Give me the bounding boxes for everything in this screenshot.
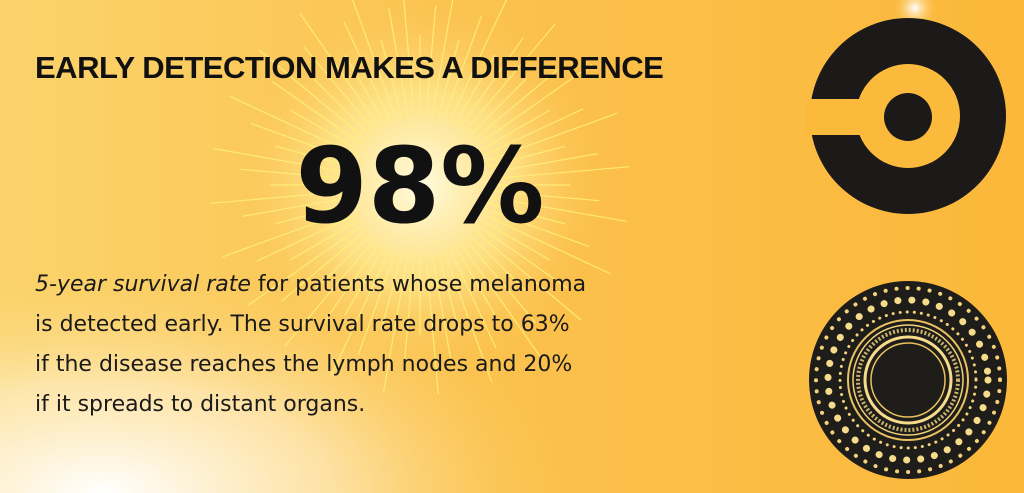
ray	[485, 208, 590, 248]
ray	[425, 5, 437, 116]
ray	[443, 250, 493, 383]
ray	[469, 78, 527, 136]
ray	[272, 81, 364, 146]
ray	[437, 39, 460, 118]
ray	[313, 234, 371, 292]
ray	[473, 229, 582, 321]
sunburst-rays	[210, 0, 630, 395]
ray	[330, 248, 391, 376]
ray	[403, 0, 415, 116]
ray	[229, 95, 357, 156]
ray	[487, 145, 566, 168]
ray	[382, 253, 409, 392]
body-line: if it spreads to distant organs.	[35, 392, 365, 417]
ray	[483, 108, 584, 156]
ray	[284, 238, 376, 347]
logo-icon	[806, 18, 1006, 214]
ray	[488, 196, 627, 223]
ray	[480, 109, 551, 151]
ray	[256, 214, 357, 262]
title: EARLY DETECTION MAKES A DIFFERENCE	[35, 50, 663, 85]
ray	[473, 68, 559, 141]
ray	[242, 196, 352, 217]
ray	[489, 190, 600, 202]
ray	[388, 7, 409, 117]
body-line: is detected early. The survival rate dro…	[35, 312, 570, 337]
ray	[443, 15, 483, 120]
sunburst-glow	[230, 0, 610, 375]
ray	[489, 166, 630, 180]
ray	[289, 219, 360, 261]
ray	[380, 252, 403, 331]
ray	[476, 64, 593, 146]
ray	[274, 145, 353, 168]
body-line: if the disease reaches the lymph nodes a…	[35, 352, 572, 377]
ray	[483, 214, 611, 275]
ray	[449, 0, 507, 122]
ray	[247, 224, 364, 306]
ray	[437, 252, 460, 331]
big-stat: 98%	[296, 125, 545, 247]
ray	[459, 241, 541, 358]
ray	[343, 21, 391, 122]
ray	[454, 54, 496, 125]
ray	[313, 78, 371, 136]
ray	[222, 208, 355, 258]
ray	[344, 54, 386, 125]
ray	[352, 0, 397, 120]
ray	[274, 202, 353, 225]
ray	[476, 224, 568, 289]
ray	[344, 245, 386, 316]
ray	[464, 23, 556, 132]
body-text: for patients whose melanoma	[258, 272, 586, 297]
ray	[213, 147, 352, 174]
ray	[258, 49, 367, 141]
ray	[316, 241, 381, 333]
ray	[454, 245, 496, 316]
ray	[210, 190, 351, 204]
ray	[488, 153, 598, 174]
ray	[464, 238, 537, 324]
ray	[459, 37, 524, 129]
ray	[449, 248, 497, 349]
ray	[357, 250, 397, 355]
ray	[299, 12, 381, 129]
emphasis: 5-year survival rate	[35, 272, 251, 297]
ray	[431, 253, 452, 363]
ray	[425, 254, 439, 395]
ray	[281, 229, 367, 302]
decorative-mandala	[809, 281, 1007, 479]
ray	[289, 109, 360, 151]
ray	[240, 168, 351, 180]
ray	[469, 234, 527, 292]
body-line: 5-year survival rate for patients whose …	[35, 272, 586, 297]
ray	[403, 254, 415, 365]
ray	[303, 46, 376, 132]
ray	[485, 112, 618, 162]
ray	[431, 0, 454, 117]
ray	[380, 39, 403, 118]
ray	[250, 122, 355, 162]
ray	[480, 219, 551, 261]
ray	[487, 202, 566, 225]
